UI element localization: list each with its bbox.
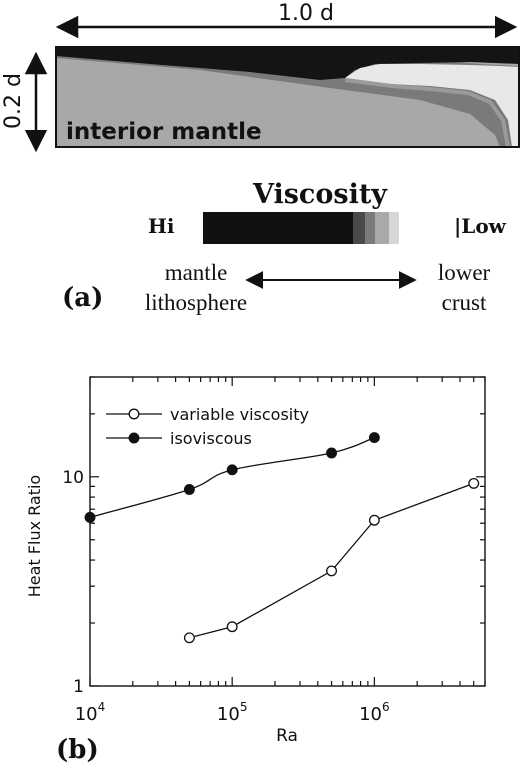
viscosity-swatch: [353, 212, 365, 244]
data-point-isoviscous: [183, 484, 195, 495]
viscosity-hi-label: Hi: [148, 214, 175, 238]
data-point-variable-viscosity: [226, 621, 238, 633]
plot-frame: [89, 376, 486, 687]
viscosity-swatch: [365, 212, 375, 244]
panel-b-label: (b): [56, 735, 99, 765]
legend: variable viscosity isoviscous: [106, 405, 309, 448]
panel-b-chart: 104 105 106 1 10 variable viscosity isoviscou…: [25, 376, 486, 765]
data-point-variable-viscosity: [368, 514, 380, 526]
region-label: interior mantle: [66, 119, 262, 145]
viscosity-swatch: [389, 212, 399, 244]
data-point-isoviscous: [226, 464, 238, 476]
data-point-isoviscous: [368, 432, 380, 444]
series-layer: [84, 432, 480, 644]
viscosity-left-label-line1: mantle: [165, 260, 228, 285]
viscosity-swatch: [203, 212, 353, 244]
viscosity-swatch: [375, 212, 389, 244]
legend-label: isoviscous: [170, 429, 252, 448]
data-point-variable-viscosity: [326, 565, 338, 577]
width-label: 1.0 d: [278, 1, 334, 26]
viscosity-right-label-line1: lower: [438, 260, 491, 285]
x-tick-label: 106: [359, 700, 390, 725]
viscosity-left-label-line2: lithosphere: [145, 290, 247, 315]
axis-ticks: 104 105 106 1 10: [62, 376, 486, 725]
legend-marker: [128, 408, 140, 420]
legend-marker: [128, 432, 140, 444]
x-axis-label: Ra: [276, 726, 298, 746]
height-label: 0.2 d: [1, 73, 26, 129]
viscosity-right-label-line2: crust: [442, 290, 487, 315]
viscosity-colorbar: [203, 212, 399, 244]
y-tick-label: 1: [73, 677, 84, 697]
panel-a-figure: 1.0 d 0.2 d interior mantle Viscosity Hi…: [1, 1, 520, 315]
viscosity-title: Viscosity: [252, 179, 388, 210]
data-point-isoviscous: [326, 447, 338, 459]
data-point-variable-viscosity: [183, 632, 195, 644]
x-tick-label: 104: [75, 700, 106, 725]
data-point-variable-viscosity: [468, 477, 480, 489]
series-line-variable-viscosity: [189, 482, 474, 639]
data-point-isoviscous: [84, 511, 96, 523]
panel-a-label: (a): [62, 283, 103, 313]
legend-label: variable viscosity: [170, 405, 309, 424]
y-tick-label: 10: [62, 468, 84, 488]
viscosity-low-label: |Low: [454, 214, 507, 238]
y-axis-label: Heat Flux Ratio: [25, 475, 44, 597]
x-tick-label: 105: [217, 700, 248, 725]
model-domain: [55, 46, 520, 148]
plot-border: [89, 376, 486, 687]
